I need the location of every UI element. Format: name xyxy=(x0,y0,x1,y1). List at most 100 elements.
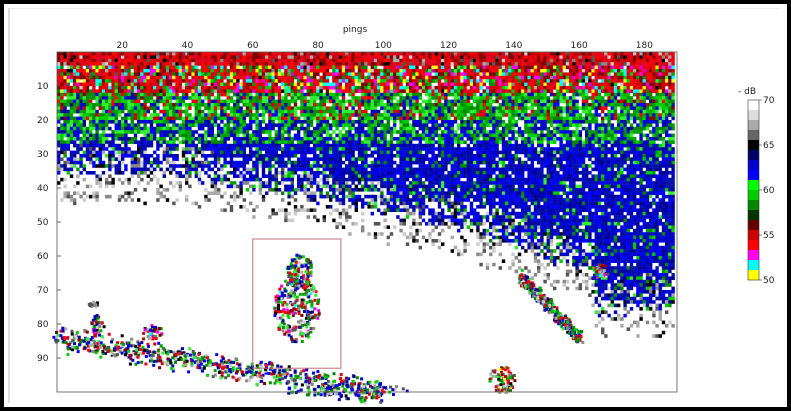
heat-cell xyxy=(293,69,298,73)
heat-cell xyxy=(437,75,442,80)
heat-cell xyxy=(473,99,477,104)
heat-cell xyxy=(396,99,400,104)
heat-cell xyxy=(501,130,506,134)
heat-cell xyxy=(92,65,96,70)
heat-cell xyxy=(492,140,496,144)
heat-cell xyxy=(671,89,675,93)
heat-cell xyxy=(501,106,506,110)
heat-cell xyxy=(556,106,560,110)
heat-cell xyxy=(431,137,435,141)
heat-cell xyxy=(610,130,614,134)
heat-cell xyxy=(505,96,509,100)
heat-cell xyxy=(345,65,349,70)
heat-cell xyxy=(281,99,285,104)
heat-cell xyxy=(386,72,390,76)
heat-cell xyxy=(623,133,627,138)
heat-cell xyxy=(489,89,493,93)
heat-cell xyxy=(329,116,333,121)
heat-cell xyxy=(409,72,413,76)
heat-cell xyxy=(255,120,259,124)
heat-cell xyxy=(121,79,125,83)
heat-cell xyxy=(514,113,518,117)
heat-cell xyxy=(575,120,579,124)
heat-cell xyxy=(626,69,630,73)
heat-cell xyxy=(569,123,573,127)
heat-cell xyxy=(306,140,310,144)
heat-cell xyxy=(626,96,630,100)
heat-cell xyxy=(569,89,573,93)
heat-cell xyxy=(149,140,154,144)
heat-cell xyxy=(601,58,605,63)
heat-cell xyxy=(629,69,634,73)
heat-cell xyxy=(549,103,554,107)
heat-cell xyxy=(527,99,531,104)
heat-cell xyxy=(338,92,342,97)
heat-cell xyxy=(591,140,595,144)
heat-cell xyxy=(444,137,448,141)
heat-cell xyxy=(620,99,624,104)
heat-cell xyxy=(66,147,70,151)
heat-cell xyxy=(415,137,419,141)
heat-cell xyxy=(204,72,208,76)
heat-cell xyxy=(485,99,490,104)
heat-cell xyxy=(469,140,474,144)
heat-cell xyxy=(367,72,371,76)
heat-cell xyxy=(511,69,515,73)
heat-cell xyxy=(322,140,326,144)
heat-cell xyxy=(252,99,256,104)
heat-cell xyxy=(396,92,400,97)
heat-cell xyxy=(325,123,330,127)
heat-cell xyxy=(569,133,573,138)
heat-cell xyxy=(572,86,576,90)
heat-cell xyxy=(82,92,86,97)
heat-cell xyxy=(121,103,125,107)
heat-cell xyxy=(204,116,208,121)
heat-cell xyxy=(380,133,384,138)
heat-cell xyxy=(463,75,467,80)
heat-cell xyxy=(114,147,118,151)
heat-cell xyxy=(441,86,445,90)
heat-cell xyxy=(111,92,115,97)
heat-cell xyxy=(556,103,560,107)
heat-cell xyxy=(66,133,70,138)
heat-cell xyxy=(421,143,426,148)
heat-cell xyxy=(297,130,301,134)
heat-cell xyxy=(386,58,390,63)
heat-cell xyxy=(226,96,230,100)
heat-cell xyxy=(127,69,131,73)
heat-cell xyxy=(332,62,336,66)
heat-cell xyxy=(530,75,534,80)
heat-cell xyxy=(617,137,621,141)
heat-cell xyxy=(124,79,128,83)
heat-cell xyxy=(204,62,208,66)
heat-cell xyxy=(572,92,576,97)
heat-cell xyxy=(402,58,406,63)
heat-cell xyxy=(450,89,454,93)
heat-cell xyxy=(540,123,544,127)
heat-cell xyxy=(661,106,666,110)
heat-cell xyxy=(527,123,531,127)
heat-cell xyxy=(117,72,122,76)
heat-cell xyxy=(223,58,227,63)
heat-cell xyxy=(162,62,166,66)
heat-cell xyxy=(338,143,342,148)
heat-cell xyxy=(89,79,93,83)
heat-cell xyxy=(620,140,624,144)
heat-cell xyxy=(341,92,346,97)
heat-cell xyxy=(485,92,490,97)
heat-cell xyxy=(303,120,307,124)
heat-cell xyxy=(639,58,643,63)
heat-cell xyxy=(540,143,544,148)
heat-cell xyxy=(146,62,150,66)
heat-cell xyxy=(642,140,646,144)
heat-cell xyxy=(207,69,211,73)
heat-cell xyxy=(220,58,224,63)
heat-cell xyxy=(345,55,349,59)
heat-cell xyxy=(655,109,659,114)
heat-cell xyxy=(473,140,477,144)
heat-cell xyxy=(412,55,416,59)
heat-cell xyxy=(335,143,339,148)
heat-cell xyxy=(290,52,294,56)
heat-cell xyxy=(447,140,451,144)
heat-cell xyxy=(524,86,528,90)
